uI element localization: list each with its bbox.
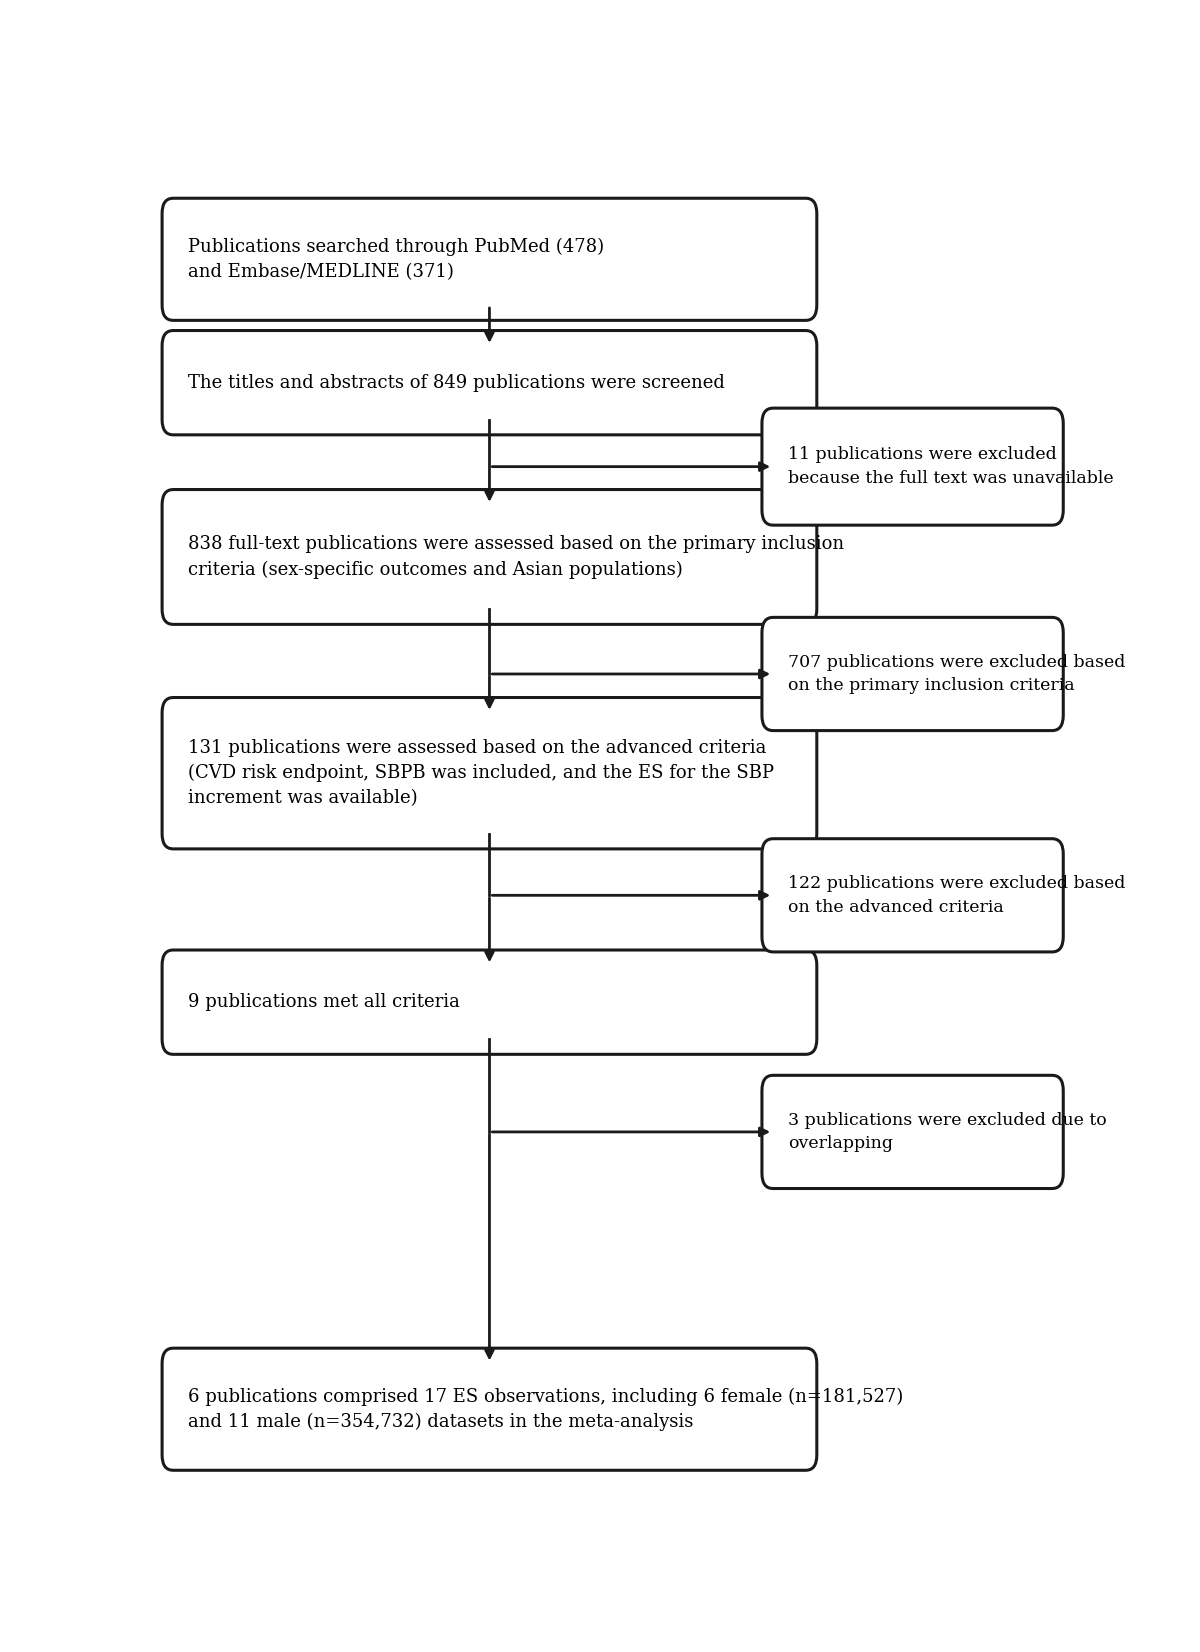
Text: 3 publications were excluded due to
overlapping: 3 publications were excluded due to over… (788, 1112, 1106, 1151)
Text: 6 publications comprised 17 ES observations, including 6 female (n=181,527)
and : 6 publications comprised 17 ES observati… (188, 1388, 904, 1431)
FancyBboxPatch shape (162, 697, 817, 849)
Text: Publications searched through PubMed (478)
and Embase/MEDLINE (371): Publications searched through PubMed (47… (188, 238, 605, 281)
Text: 11 publications were excluded
because the full text was unavailable: 11 publications were excluded because th… (788, 446, 1114, 487)
Text: 707 publications were excluded based
on the primary inclusion criteria: 707 publications were excluded based on … (788, 654, 1126, 694)
Text: 9 publications met all criteria: 9 publications met all criteria (188, 993, 460, 1011)
Text: 838 full-text publications were assessed based on the primary inclusion
criteria: 838 full-text publications were assessed… (188, 535, 845, 578)
FancyBboxPatch shape (162, 1348, 817, 1470)
Text: 122 publications were excluded based
on the advanced criteria: 122 publications were excluded based on … (788, 876, 1126, 915)
Text: 131 publications were assessed based on the advanced criteria
(CVD risk endpoint: 131 publications were assessed based on … (188, 738, 774, 808)
FancyBboxPatch shape (762, 839, 1063, 952)
Text: The titles and abstracts of 849 publications were screened: The titles and abstracts of 849 publicat… (188, 373, 725, 392)
FancyBboxPatch shape (162, 950, 817, 1054)
FancyBboxPatch shape (162, 198, 817, 320)
FancyBboxPatch shape (162, 330, 817, 434)
FancyBboxPatch shape (762, 1075, 1063, 1188)
FancyBboxPatch shape (762, 618, 1063, 730)
FancyBboxPatch shape (162, 489, 817, 624)
FancyBboxPatch shape (762, 408, 1063, 525)
